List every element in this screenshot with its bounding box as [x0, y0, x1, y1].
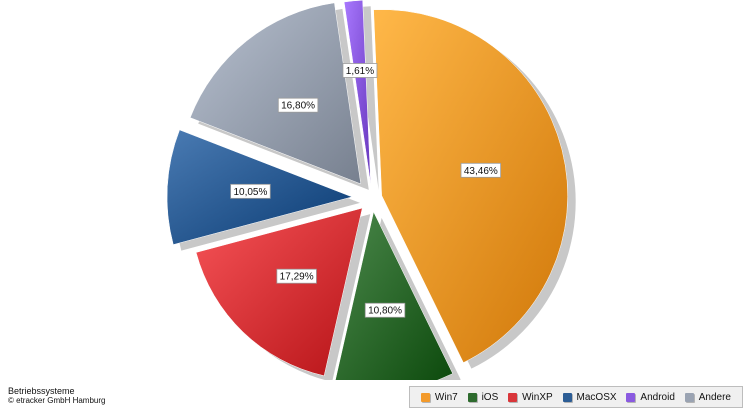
svg-text:16,80%: 16,80%	[281, 101, 315, 112]
svg-text:1,61%: 1,61%	[346, 66, 374, 77]
pie-slices	[166, 0, 568, 380]
legend-item-macosx[interactable]: MacOSX	[562, 391, 617, 403]
legend-label: Android	[640, 391, 675, 403]
pie-slice-winxp[interactable]	[195, 207, 363, 377]
legend-swatch	[562, 392, 572, 402]
pie-slice-win7[interactable]	[373, 9, 568, 363]
data-label: 16,80%	[277, 97, 319, 113]
chart-caption: Betriebssysteme © etracker GmbH Hamburg	[8, 386, 105, 406]
legend-swatch	[420, 392, 430, 402]
legend-item-winxp[interactable]: WinXP	[508, 392, 553, 403]
pie-slice-andere[interactable]	[189, 2, 362, 185]
svg-text:17,29%: 17,29%	[280, 272, 314, 283]
pie-slice-ios[interactable]	[334, 211, 454, 380]
svg-text:10,05%: 10,05%	[233, 187, 267, 198]
legend-swatch	[508, 392, 518, 402]
data-label: 17,29%	[276, 268, 317, 284]
legend-swatch	[467, 392, 477, 402]
legend-label: WinXP	[522, 391, 553, 403]
legend-label: iOS	[481, 391, 499, 403]
legend-item-android[interactable]: Android	[626, 391, 675, 403]
legend-label: Andere	[698, 391, 731, 403]
data-label: 10,05%	[230, 183, 271, 199]
chart-legend: Win7 iOS WinXP MacOSX Android Andere	[409, 386, 743, 408]
legend-swatch	[684, 392, 694, 402]
svg-text:10,80%: 10,80%	[368, 306, 402, 317]
slice-labels: 43,46% 10,80% 17,29% 10,05% 16,80% 1,61%	[230, 63, 502, 318]
legend-label: Win7	[434, 391, 458, 403]
copyright-text: © etracker GmbH Hamburg	[8, 396, 106, 405]
legend-item-ios[interactable]: iOS	[467, 391, 499, 403]
chart-caption-title: Betriebssysteme	[8, 386, 75, 396]
pie-slice-android[interactable]	[343, 0, 371, 185]
legend-label: MacOSX	[576, 391, 617, 403]
pie-chart: 43,46% 10,80% 17,29% 10,05% 16,80% 1,61%	[166, 0, 576, 380]
legend-item-andere[interactable]: Andere	[684, 391, 731, 403]
data-label: 1,61%	[342, 63, 378, 78]
legend-swatch	[626, 392, 636, 402]
svg-text:43,46%: 43,46%	[464, 166, 498, 177]
legend-item-win7[interactable]: Win7	[420, 391, 458, 403]
data-label: 43,46%	[460, 162, 502, 178]
data-label: 10,80%	[364, 302, 406, 318]
